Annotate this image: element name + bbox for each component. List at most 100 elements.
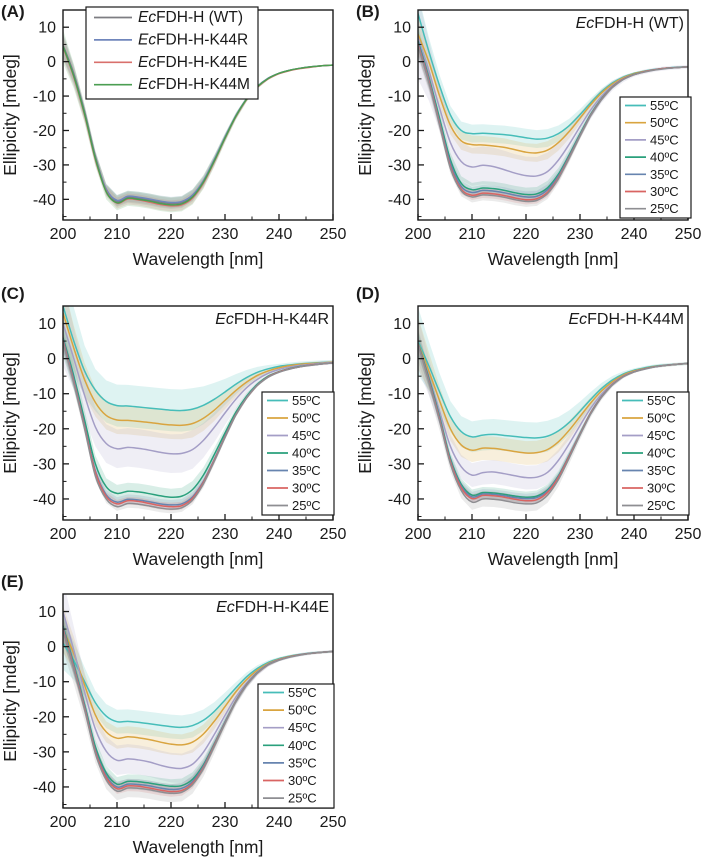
- x-tick-label: 240: [266, 526, 293, 543]
- panel-a-label: (A): [1, 2, 25, 21]
- panel-b-label: (B): [356, 2, 380, 21]
- x-tick-label: 230: [212, 814, 239, 831]
- x-tick-label: 250: [320, 814, 347, 831]
- error-band-55C: [418, 307, 688, 454]
- legend-item-label: 45ºC: [647, 428, 676, 443]
- y-tick-label: -20: [33, 123, 56, 140]
- x-tick-label: 220: [158, 526, 185, 543]
- x-tick-label: 240: [266, 814, 293, 831]
- legend-item-label: 40ºC: [292, 446, 321, 461]
- y-axis-label: Ellipicity [mdeg]: [0, 640, 20, 762]
- legend-item-label: 35ºC: [650, 167, 679, 182]
- legend-item-label: 25ºC: [288, 791, 317, 806]
- x-axis-label: Wavelength [nm]: [133, 549, 264, 569]
- error-band-45C: [63, 306, 333, 473]
- y-tick-label: -20: [388, 421, 411, 438]
- y-tick-label: 10: [38, 316, 56, 333]
- legend-item-label: 30ºC: [650, 184, 679, 199]
- y-axis-label: Ellipicity [mdeg]: [0, 54, 20, 176]
- y-tick-label: -30: [388, 456, 411, 473]
- x-tick-label: 220: [513, 526, 540, 543]
- x-axis-label: Wavelength [nm]: [488, 249, 619, 269]
- x-tick-label: 230: [567, 226, 594, 243]
- legend: 55ºC 50ºC 45ºC 40ºC 35ºC 30ºC 25ºC: [257, 683, 335, 809]
- legend-item-label: 40ºC: [288, 738, 317, 753]
- y-tick-label: 0: [47, 351, 56, 368]
- y-tick-label: -30: [388, 157, 411, 174]
- y-tick-label: -40: [33, 491, 56, 508]
- legend-item-label: 40ºC: [647, 446, 676, 461]
- x-tick-label: 220: [158, 814, 185, 831]
- y-tick-label: -30: [33, 157, 56, 174]
- x-tick-label: 210: [104, 814, 131, 831]
- y-tick-label: -10: [388, 89, 411, 106]
- y-tick-label: 10: [393, 20, 411, 37]
- legend-item-label: EcFDH-H (WT): [138, 9, 243, 26]
- error-band-55C: [63, 306, 333, 432]
- y-tick-label: -40: [33, 779, 56, 796]
- y-tick-label: 0: [402, 54, 411, 71]
- legend: 55ºC 50ºC 45ºC 40ºC 35ºC 30ºC 25ºC: [261, 391, 335, 516]
- plot-area: [63, 594, 333, 803]
- legend-item-label: 50ºC: [647, 411, 676, 426]
- y-tick-label: -20: [33, 709, 56, 726]
- y-tick-label: -40: [388, 491, 411, 508]
- x-tick-label: 240: [621, 226, 648, 243]
- series-line-45C: [63, 323, 333, 455]
- y-tick-label: 0: [47, 54, 56, 71]
- legend-item-label: 25ºC: [292, 498, 321, 513]
- legend-item-label: 55ºC: [650, 98, 679, 113]
- y-tick-label: -30: [33, 456, 56, 473]
- x-tick-label: 200: [50, 226, 77, 243]
- legend-box: [85, 6, 259, 100]
- y-axis-label: Ellipicity [mdeg]: [355, 54, 375, 176]
- y-tick-label: -30: [33, 744, 56, 761]
- legend-item-label: 35ºC: [647, 463, 676, 478]
- error-band-55C: [63, 616, 333, 740]
- error-band-50C: [418, 316, 688, 465]
- legend-item-label: 45ºC: [650, 132, 679, 147]
- x-tick-label: 200: [50, 814, 77, 831]
- x-tick-label: 200: [50, 526, 77, 543]
- legend: 55ºC 50ºC 45ºC 40ºC 35ºC 30ºC 25ºC: [616, 391, 690, 516]
- legend-item-label: EcFDH-H-K44R: [138, 31, 248, 48]
- x-tick-label: 210: [459, 526, 486, 543]
- series-line-25C: [418, 45, 688, 203]
- panel-b: (B) 200 210 220 230 240 250 10 0 -10 -20 -30 -40 Wav…: [355, 0, 709, 280]
- x-tick-label: 230: [212, 226, 239, 243]
- y-tick-label: -40: [388, 192, 411, 209]
- x-tick-label: 210: [459, 226, 486, 243]
- legend-item-label: 50ºC: [650, 115, 679, 130]
- legend-item-label: 40ºC: [650, 150, 679, 165]
- panel-c-chart: 200 210 220 230 240 250 10 0 -10 -20 -30 -40 Wavelen…: [0, 305, 347, 569]
- legend-item-label: 35ºC: [292, 463, 321, 478]
- panel-e: (E) 200 210 220 230 240 250 10 0 -10 -20 -30 -40 Wav…: [0, 570, 354, 868]
- error-band-45C: [63, 594, 333, 784]
- legend-item-label: 50ºC: [292, 411, 321, 426]
- y-tick-label: 10: [38, 604, 56, 621]
- legend-item-label: 30ºC: [292, 481, 321, 496]
- panel-d-label: (D): [356, 284, 380, 303]
- x-tick-label: 220: [513, 226, 540, 243]
- legend-item-label: 30ºC: [647, 481, 676, 496]
- panel-title: EcFDH-H-K44M: [568, 311, 684, 328]
- x-tick-label: 230: [567, 526, 594, 543]
- legend-item-label: 45ºC: [288, 720, 317, 735]
- legend-item-label: 50ºC: [288, 703, 317, 718]
- legend-item-label: 45ºC: [292, 428, 321, 443]
- x-tick-label: 230: [212, 526, 239, 543]
- y-tick-label: -10: [388, 386, 411, 403]
- x-tick-label: 250: [320, 526, 347, 543]
- legend-item-label: 55ºC: [292, 393, 321, 408]
- x-axis-label: Wavelength [nm]: [488, 549, 619, 569]
- y-tick-label: -40: [33, 192, 56, 209]
- error-band-50C: [63, 306, 333, 440]
- legend-item-label: EcFDH-H-K44E: [138, 54, 247, 71]
- x-tick-label: 210: [104, 226, 131, 243]
- legend-item-label: 55ºC: [647, 393, 676, 408]
- series-line-50C: [63, 312, 333, 427]
- x-tick-label: 250: [320, 226, 347, 243]
- legend: EcFDH-H (WT) EcFDH-H-K44R EcFDH-H-K44E EcFD…: [85, 6, 259, 100]
- panel-c: (C) 200 210 220 230 240 250 10 0 -10 -20 -30 -40 Wav…: [0, 282, 354, 570]
